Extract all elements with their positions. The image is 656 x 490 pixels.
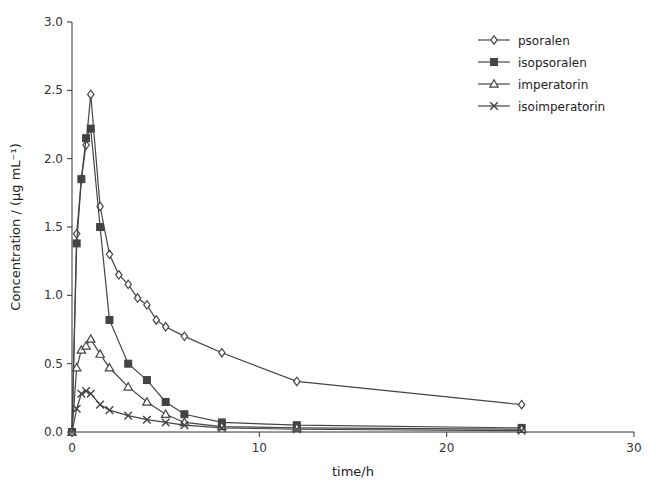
series-line: [72, 391, 522, 432]
point: [144, 301, 150, 309]
y-tick-label: 0.5: [44, 357, 63, 371]
x-axis-line: [72, 432, 634, 433]
plot-area: [68, 90, 526, 436]
legend-label: imperatorin: [518, 78, 588, 92]
point: [293, 425, 301, 433]
y-tick-label: 2.0: [44, 152, 63, 166]
legend-marker: [490, 102, 498, 110]
point: [518, 427, 526, 435]
point: [87, 335, 95, 342]
legend-marker: [491, 36, 497, 44]
point: [87, 390, 95, 398]
point: [96, 350, 104, 357]
point: [218, 424, 226, 432]
point: [105, 364, 113, 371]
point: [73, 240, 80, 247]
point: [78, 175, 84, 183]
series: [69, 125, 525, 435]
y-tick: [67, 22, 72, 23]
point: [143, 398, 151, 405]
point: [78, 176, 85, 183]
y-tick-label: 0.0: [44, 425, 63, 439]
series-line: [72, 339, 522, 432]
chart: 0 10 20 30 0.0 0.5 1.0 1.5 2.0 2.5 3.0 time/h Concen…: [0, 0, 656, 490]
x-tick: [634, 432, 635, 437]
point: [219, 349, 225, 357]
y-tick-label: 1.5: [44, 220, 63, 234]
y-tick-label: 1.0: [44, 288, 63, 302]
point: [143, 416, 151, 424]
point: [68, 428, 76, 435]
point: [125, 360, 132, 367]
point: [163, 323, 169, 331]
point: [88, 90, 94, 98]
x-axis-label: time/h: [332, 464, 374, 479]
x-tick: [259, 432, 260, 437]
y-axis-label: Concentration / (μg mL⁻¹): [8, 143, 23, 310]
point: [116, 271, 122, 279]
y-tick: [67, 363, 72, 364]
y-tick-label: 3.0: [44, 15, 63, 29]
y-tick: [67, 158, 72, 159]
point: [96, 401, 104, 409]
series-line: [72, 94, 522, 432]
point: [124, 412, 132, 420]
point: [106, 250, 112, 258]
legend-marker: [490, 80, 498, 87]
series: [68, 335, 526, 435]
point: [106, 406, 114, 414]
point: [125, 280, 131, 288]
y-tick-label: 2.5: [44, 83, 63, 97]
point: [68, 428, 76, 436]
point: [181, 411, 188, 418]
point: [72, 364, 80, 371]
point: [518, 400, 524, 408]
series-line: [72, 129, 522, 432]
x-tick-label: 30: [626, 441, 641, 455]
point: [73, 405, 81, 413]
point: [134, 294, 140, 302]
point: [106, 317, 113, 324]
x-tick-label: 10: [252, 441, 267, 455]
point: [87, 125, 94, 132]
x-tick: [446, 432, 447, 437]
axes: 0 10 20 30 0.0 0.5 1.0 1.5 2.0 2.5 3.0: [44, 15, 642, 455]
legend-label: psoralen: [518, 34, 570, 48]
series: [69, 90, 525, 436]
point: [181, 332, 187, 340]
x-tick-label: 20: [439, 441, 454, 455]
y-tick: [67, 90, 72, 91]
point: [162, 399, 169, 406]
x-tick-label: 0: [68, 441, 76, 455]
point: [294, 377, 300, 385]
point: [161, 410, 169, 417]
legend-marker: [491, 59, 498, 66]
legend-label: isopsoralen: [518, 56, 587, 70]
point: [83, 135, 90, 142]
legend: psoralen isopsoralen imperatorin isoimperat…: [478, 34, 605, 114]
point: [162, 419, 170, 427]
series: [68, 387, 525, 436]
legend-label: isoimperatorin: [518, 100, 605, 114]
point: [124, 383, 132, 390]
point: [153, 316, 159, 324]
point: [97, 224, 104, 231]
point: [181, 421, 189, 429]
y-tick: [67, 227, 72, 228]
point: [144, 377, 151, 384]
y-tick: [67, 295, 72, 296]
